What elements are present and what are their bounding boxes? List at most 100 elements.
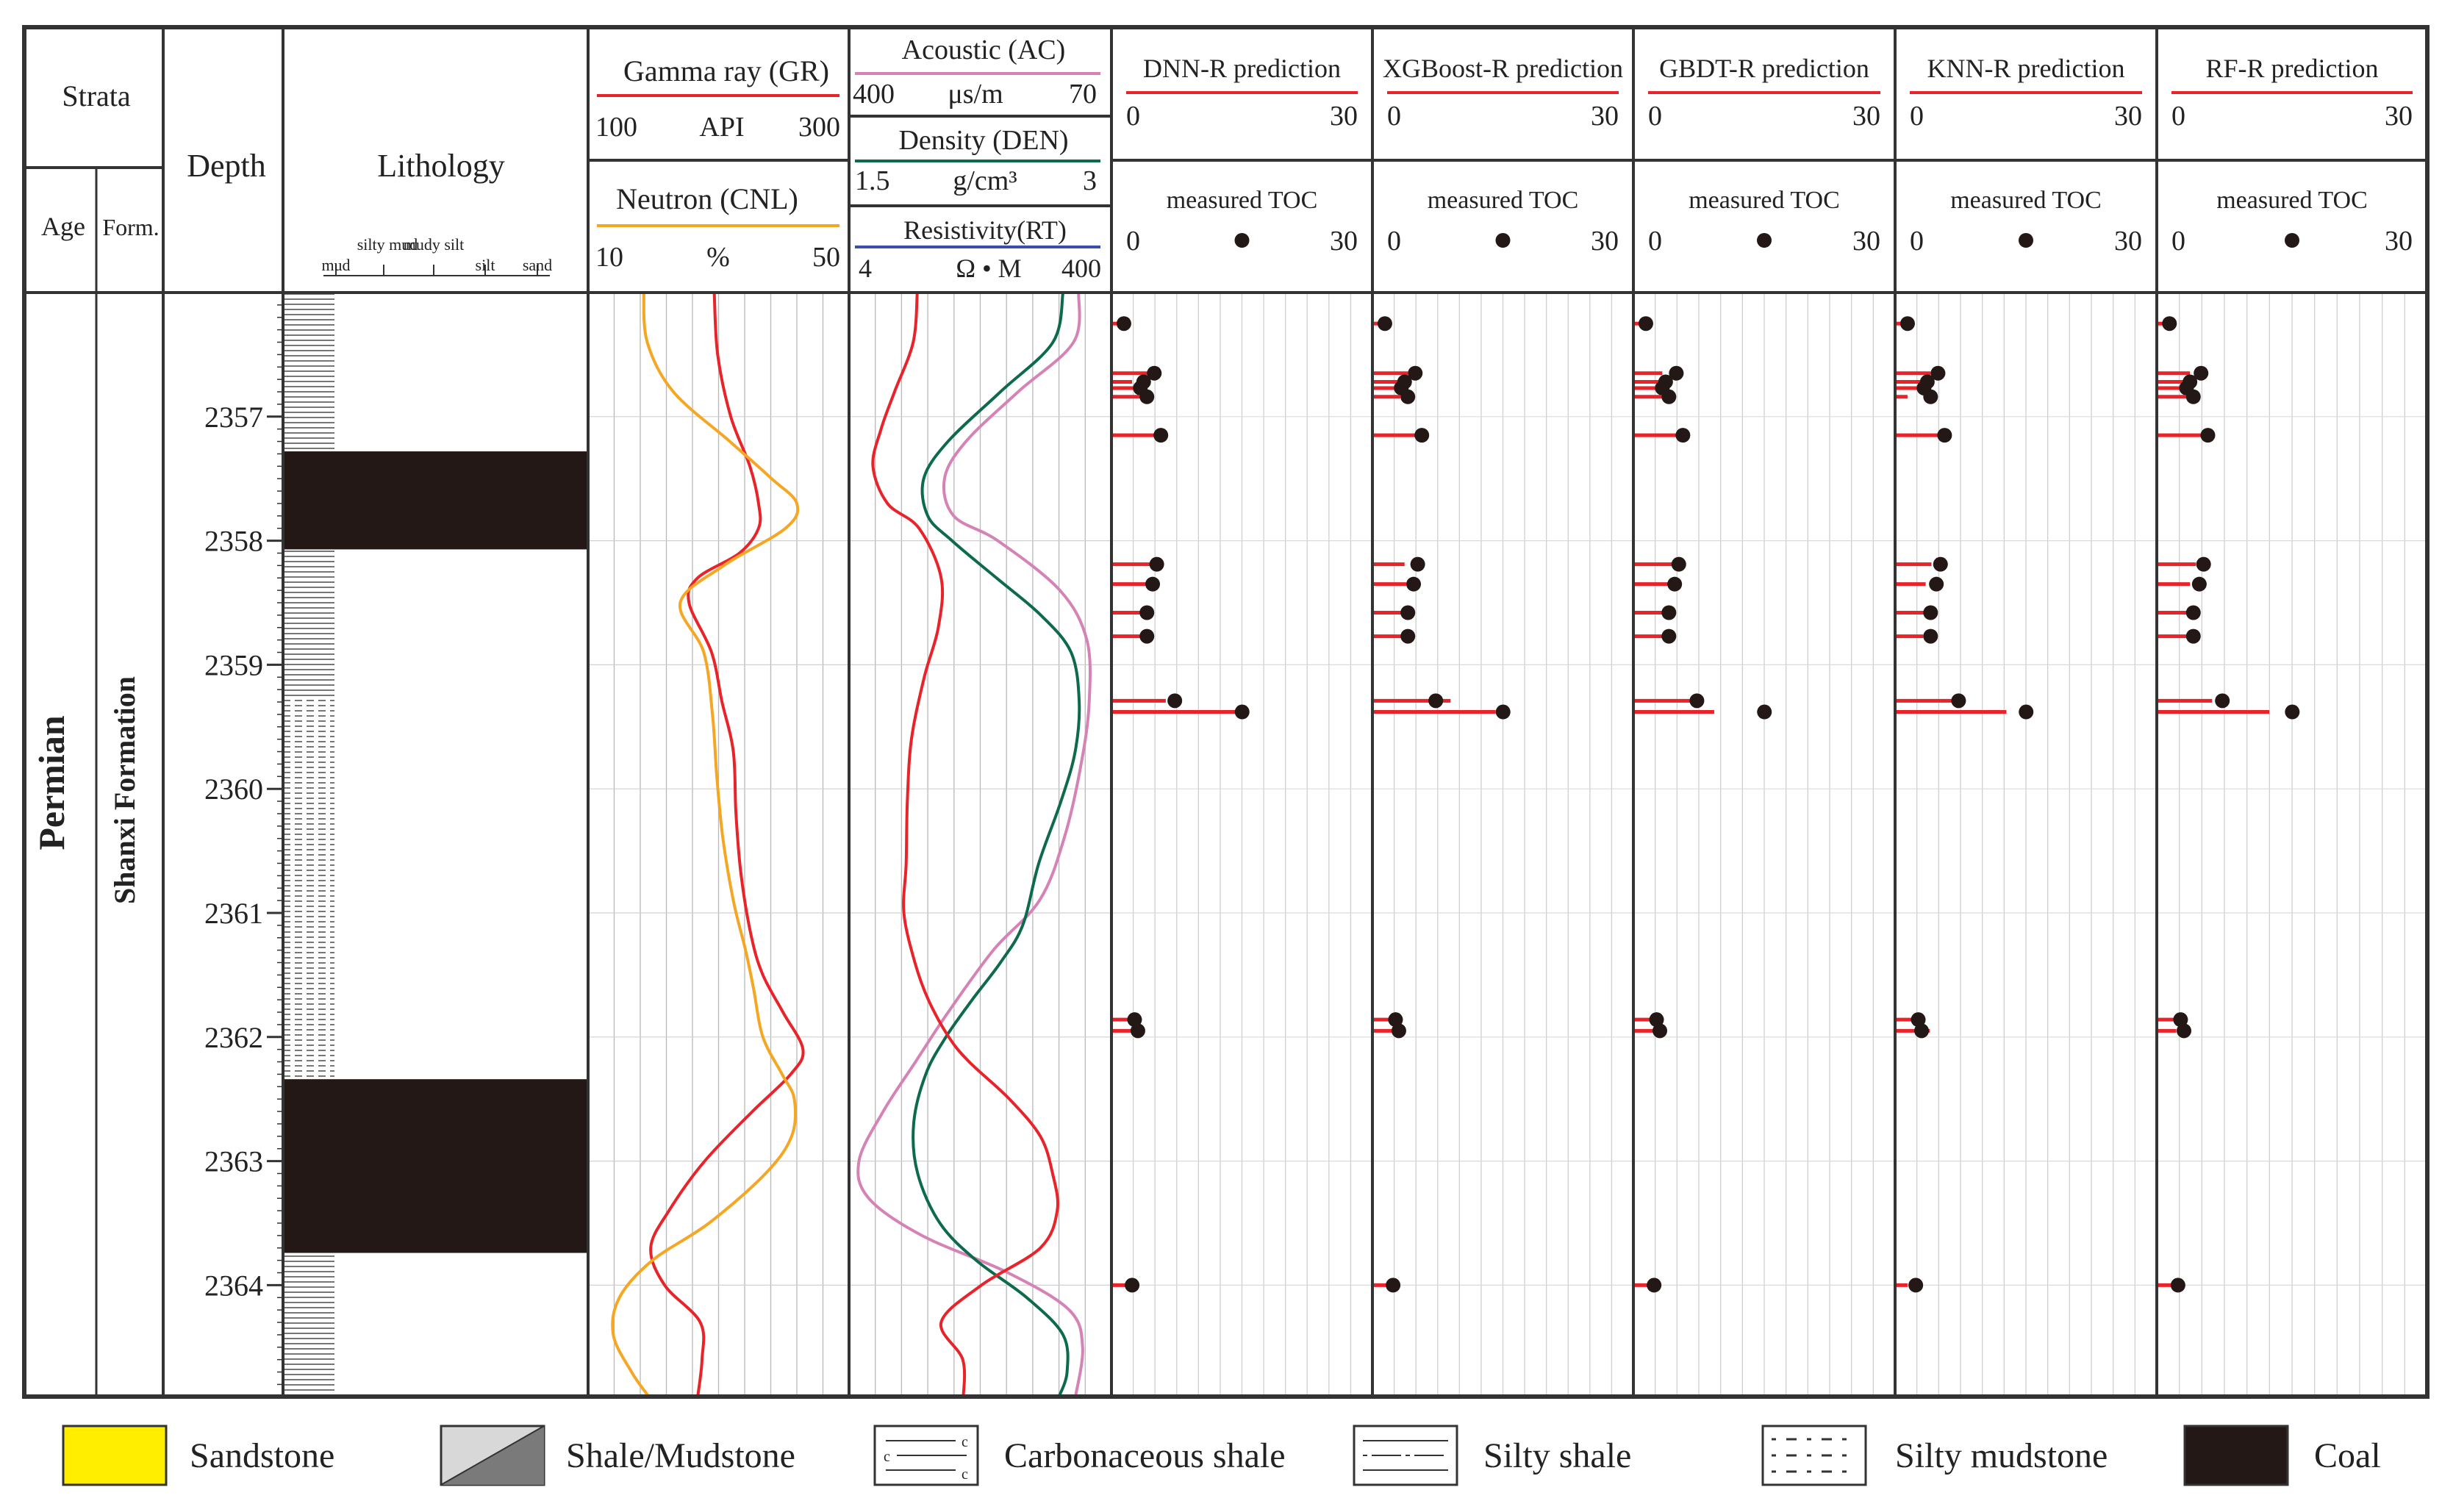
measured-toc-point	[2173, 1012, 2188, 1028]
measured-toc-point	[2019, 704, 2034, 720]
ac-min: 400	[853, 79, 895, 110]
legend-label: Coal	[2314, 1436, 2381, 1475]
depth-tick-label: 2360	[204, 773, 263, 806]
pred-scale-max: 30	[1330, 101, 1358, 132]
measured-toc-point	[1139, 628, 1155, 644]
measured-scale-max: 30	[1591, 226, 1619, 257]
gr-max: 300	[798, 112, 840, 143]
pred-scale-max: 30	[2385, 101, 2413, 132]
model-title: XGBoost-R prediction	[1383, 54, 1623, 83]
rt-curve	[871, 293, 1059, 1397]
measured-toc-point	[1937, 428, 1952, 443]
measured-toc-point	[1139, 389, 1155, 404]
measured-scale-max: 30	[1330, 226, 1358, 257]
measured-toc-point	[1130, 1023, 1145, 1039]
measured-toc-point	[1386, 1278, 1401, 1293]
coal-swatch	[2183, 1425, 2289, 1486]
measured-toc-point	[1911, 1012, 1926, 1028]
measured-toc-point	[1400, 605, 1416, 620]
measured-toc-point	[1234, 704, 1250, 720]
measured-toc-point	[2215, 693, 2230, 709]
measured-toc-point	[1167, 693, 1183, 709]
pred-scale-min: 0	[2171, 101, 2185, 132]
measured-toc-point	[1127, 1012, 1142, 1028]
measured-toc-point	[1400, 628, 1416, 644]
pred-scale-max: 30	[2114, 101, 2142, 132]
depth-tick-label: 2363	[204, 1145, 263, 1178]
measured-toc-point	[1914, 1023, 1929, 1039]
legend-label: Silty mudstone	[1895, 1436, 2108, 1475]
model-title: KNN-R prediction	[1927, 54, 2125, 83]
legend-label: Carbonaceous shale	[1004, 1436, 1286, 1475]
measured-toc-point	[1757, 704, 1772, 720]
measured-scale-max: 30	[1852, 226, 1880, 257]
measured-scale-min: 0	[1387, 226, 1401, 257]
measured-toc-label: measured TOC	[1950, 187, 2102, 214]
formation-label: Shanxi Formation	[108, 676, 141, 904]
grain-label: sand	[523, 256, 552, 274]
model-track: GBDT-R prediction 0 30 measured TOC 0 30	[1633, 54, 1895, 1397]
legend-item: Sandstone	[62, 1425, 334, 1486]
pred-scale-max: 30	[1852, 101, 1880, 132]
measured-toc-legend-marker	[2019, 233, 2033, 248]
cnl-max: 50	[812, 242, 840, 273]
measured-toc-point	[1149, 556, 1164, 572]
measured-toc-point	[1675, 428, 1691, 443]
gr-curve	[649, 293, 805, 1397]
depth-tick-label: 2361	[204, 897, 263, 930]
age-header: Age	[41, 212, 85, 241]
den-min: 1.5	[855, 165, 890, 196]
measured-toc-point	[1400, 389, 1416, 404]
measured-toc-point	[2200, 428, 2216, 443]
measured-toc-point	[1377, 316, 1392, 332]
measured-toc-point	[1951, 693, 1966, 709]
measured-toc-point	[1671, 556, 1686, 572]
model-track: RF-R prediction 0 30 measured TOC 0 30	[2157, 54, 2427, 1397]
measured-toc-point	[2185, 389, 2201, 404]
legend-item: Shale/Mudstone	[440, 1425, 795, 1486]
measured-scale-max: 30	[2385, 226, 2413, 257]
model-track: XGBoost-R prediction 0 30 measured TOC 0 30	[1372, 54, 1633, 1397]
measured-toc-point	[1933, 556, 1948, 572]
measured-toc-point	[2185, 628, 2201, 644]
legend-item: Silty mudstone	[1761, 1425, 2108, 1486]
rt-title: Resistivity(RT)	[903, 215, 1067, 245]
measured-toc-point	[1410, 556, 1425, 572]
grain-label: mud	[321, 256, 350, 274]
measured-toc-point	[2162, 316, 2177, 332]
cnl-curve	[611, 293, 800, 1397]
lithology-header: Lithology	[377, 148, 505, 184]
pred-scale-min: 0	[1126, 101, 1140, 132]
strata-header: Strata	[62, 79, 131, 112]
measured-toc-point	[2185, 605, 2201, 620]
form-header: Form.	[102, 214, 159, 240]
measured-toc-point	[2191, 576, 2207, 592]
legend-item: Silty shale	[1353, 1425, 1631, 1486]
sandstone-swatch	[62, 1425, 168, 1486]
measured-toc-label: measured TOC	[2216, 187, 2368, 214]
cnl-title: Neutron (CNL)	[616, 182, 798, 215]
grain-label: mudy silt	[404, 235, 465, 254]
measured-scale-min: 0	[1648, 226, 1662, 257]
legend-label: Silty shale	[1483, 1436, 1631, 1475]
gr-unit: API	[699, 112, 744, 143]
measured-toc-point	[1125, 1278, 1140, 1293]
measured-toc-point	[2285, 704, 2300, 720]
measured-toc-legend-marker	[1495, 233, 1511, 248]
den-curve	[912, 293, 1081, 1397]
depth-tick-label: 2358	[204, 525, 263, 558]
lithology-mud-stripes	[283, 293, 334, 1391]
measured-toc-point	[2170, 1278, 2185, 1293]
measured-toc-point	[1930, 365, 1946, 381]
measured-toc-point	[1408, 365, 1423, 381]
measured-toc-point	[1661, 389, 1677, 404]
measured-toc-point	[1923, 628, 1938, 644]
model-title: RF-R prediction	[2206, 54, 2379, 83]
legend-label: Sandstone	[190, 1436, 334, 1475]
carb-glyph: c	[962, 1466, 968, 1483]
measured-toc-point	[1153, 428, 1169, 443]
